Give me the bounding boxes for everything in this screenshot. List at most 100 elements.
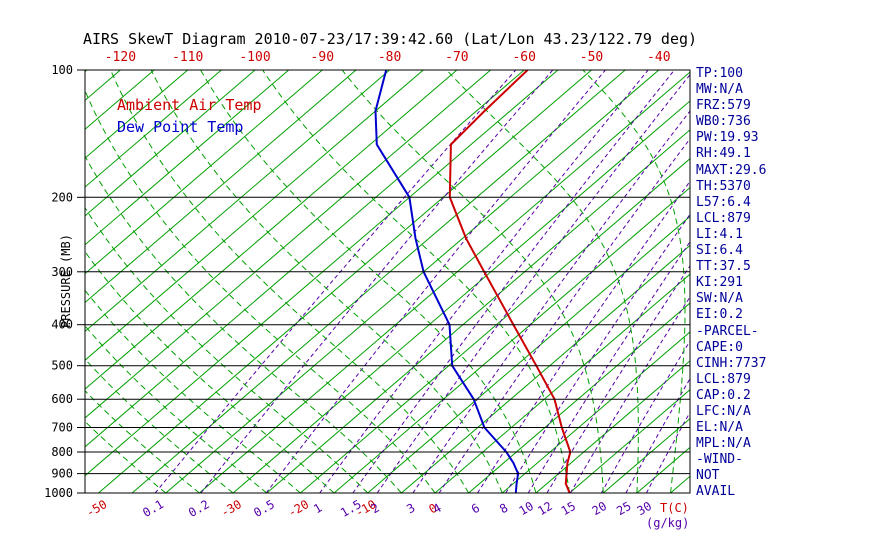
mixing-ratio-line xyxy=(625,377,690,493)
top-temp-label: -70 xyxy=(445,50,468,65)
stat-line: WB0:736 xyxy=(696,114,751,130)
top-temp-label: -50 xyxy=(580,50,603,65)
mixing-ratio-label: 30 xyxy=(635,499,655,518)
mixing-ratio-line xyxy=(376,73,690,493)
isotherm-line xyxy=(98,70,592,493)
isotherm-line xyxy=(85,70,458,390)
isotherm-line xyxy=(85,70,525,448)
mixing-ratio-label: 0.5 xyxy=(251,497,277,520)
pressure-tick-label: 100 xyxy=(51,63,73,77)
stat-line: TT:37.5 xyxy=(696,259,751,275)
pressure-tick-label: 200 xyxy=(51,190,73,204)
pressure-tick-label: 300 xyxy=(51,265,73,279)
top-temp-label: -120 xyxy=(105,50,136,65)
moist-adiabat-line xyxy=(85,390,200,493)
mixing-ratio-line xyxy=(265,70,606,493)
isotherm-line xyxy=(85,70,290,246)
stat-line: KI:291 xyxy=(696,275,743,291)
pressure-tick-label: 400 xyxy=(51,318,73,332)
top-temp-label: -110 xyxy=(172,50,203,65)
mixing-ratio-line xyxy=(438,137,690,493)
isotherm-line xyxy=(85,70,222,188)
mixing-ratio-label: 10 xyxy=(516,499,536,518)
moist-adiabat-line xyxy=(446,70,639,493)
stat-line: EI:0.2 xyxy=(696,307,743,323)
top-temp-label: -80 xyxy=(378,50,401,65)
isotherm-line xyxy=(266,129,690,493)
mixing-ratio-line xyxy=(645,411,690,493)
stat-line: LCL:879 xyxy=(696,371,751,387)
mixing-ratio-line xyxy=(154,70,517,493)
isotherm-line xyxy=(501,331,690,493)
stat-line: LI:4.1 xyxy=(696,226,743,242)
stat-line: MW:N/A xyxy=(696,82,743,98)
moist-adiabat-line xyxy=(85,420,167,493)
stat-line: MPL:N/A xyxy=(696,436,751,452)
isotherm-line xyxy=(468,302,690,493)
mixing-ratio-label: 1 xyxy=(311,501,324,517)
stat-line: CAP:0.2 xyxy=(696,387,751,403)
chart-title: AIRS SkewT Diagram 2010-07-23/17:39:42.6… xyxy=(82,30,698,48)
stat-line: L57:6.4 xyxy=(696,194,751,210)
moist-adiabat-line xyxy=(200,70,537,493)
mixing-ratio-line xyxy=(412,110,690,493)
pressure-tick-label: 1000 xyxy=(44,486,73,500)
pressure-tick-label: 900 xyxy=(51,467,73,481)
stat-line: NOT xyxy=(696,468,720,484)
stat-line: TP:100 xyxy=(696,66,743,81)
top-temp-label: -90 xyxy=(311,50,334,65)
mixing-ratio-label: 0.2 xyxy=(186,497,212,520)
moist-adiabat-line xyxy=(85,325,268,493)
isotherm-line xyxy=(367,215,690,493)
mixing-ratio-line xyxy=(505,213,690,493)
isotherm-line xyxy=(85,70,424,361)
bottom-temp-label: -20 xyxy=(286,497,312,520)
legend-dew-point: Dew Point Temp xyxy=(117,118,244,136)
moist-adiabat-line xyxy=(582,70,686,493)
isotherm-line xyxy=(165,70,660,493)
stat-line: SI:6.4 xyxy=(696,243,743,259)
mixing-ratio-label: 8 xyxy=(497,501,510,517)
isotherm-line xyxy=(85,70,491,419)
pressure-tick-label: 700 xyxy=(51,421,73,435)
plot-frame xyxy=(84,69,691,494)
mixing-ratio-label: 25 xyxy=(614,499,634,518)
moist-adiabat-line xyxy=(262,70,571,493)
stat-line: EL:N/A xyxy=(696,420,743,436)
top-temp-label: -40 xyxy=(647,50,670,65)
isotherm-line xyxy=(85,70,256,217)
mixing-ratio-line xyxy=(527,240,690,493)
mixing-ratio-label: 20 xyxy=(590,499,610,518)
pressure-tick-label: 500 xyxy=(51,359,73,373)
bottom-temp-label: -30 xyxy=(218,497,244,520)
moist-adiabat-line xyxy=(85,89,436,493)
stats-panel: TP:100 MW:N/A FRZ:579 WB0:736 PW:19.93 RH:49.… xyxy=(696,66,766,501)
stat-line: TH:5370 xyxy=(696,178,751,194)
isotherm-line xyxy=(85,70,357,304)
moist-adiabat-line xyxy=(85,155,402,493)
moist-adiabat-line xyxy=(85,289,301,493)
isotherm-line xyxy=(85,70,559,477)
stat-line: -WIND- xyxy=(696,452,743,468)
isotherm-line xyxy=(85,70,323,275)
moist-adiabat-line xyxy=(341,70,604,493)
top-temp-label: -60 xyxy=(512,50,535,65)
pressure-tick-label: 600 xyxy=(51,392,73,406)
isotherm-line xyxy=(401,244,690,493)
mixing-ratio-line xyxy=(352,70,675,493)
pressure-tick-label: 800 xyxy=(51,445,73,459)
mixing-ratio-label: 6 xyxy=(469,501,482,517)
dew-point-curve xyxy=(374,70,520,493)
isotherm-line xyxy=(535,360,690,493)
isotherm-line xyxy=(232,100,690,493)
stat-line: CAPE:0 xyxy=(696,339,743,355)
stat-line: RH:49.1 xyxy=(696,146,751,162)
top-temp-label: -100 xyxy=(239,50,270,65)
legend-ambient-temp: Ambient Air Temp xyxy=(117,96,262,114)
mixing-ratio-label: 3 xyxy=(404,501,417,517)
isotherm-line xyxy=(199,71,690,493)
mixing-ratio-label: 2 xyxy=(369,501,382,517)
pressure-axis-label: PRESSURE (MB) xyxy=(59,234,73,328)
isotherm-line xyxy=(131,70,626,493)
